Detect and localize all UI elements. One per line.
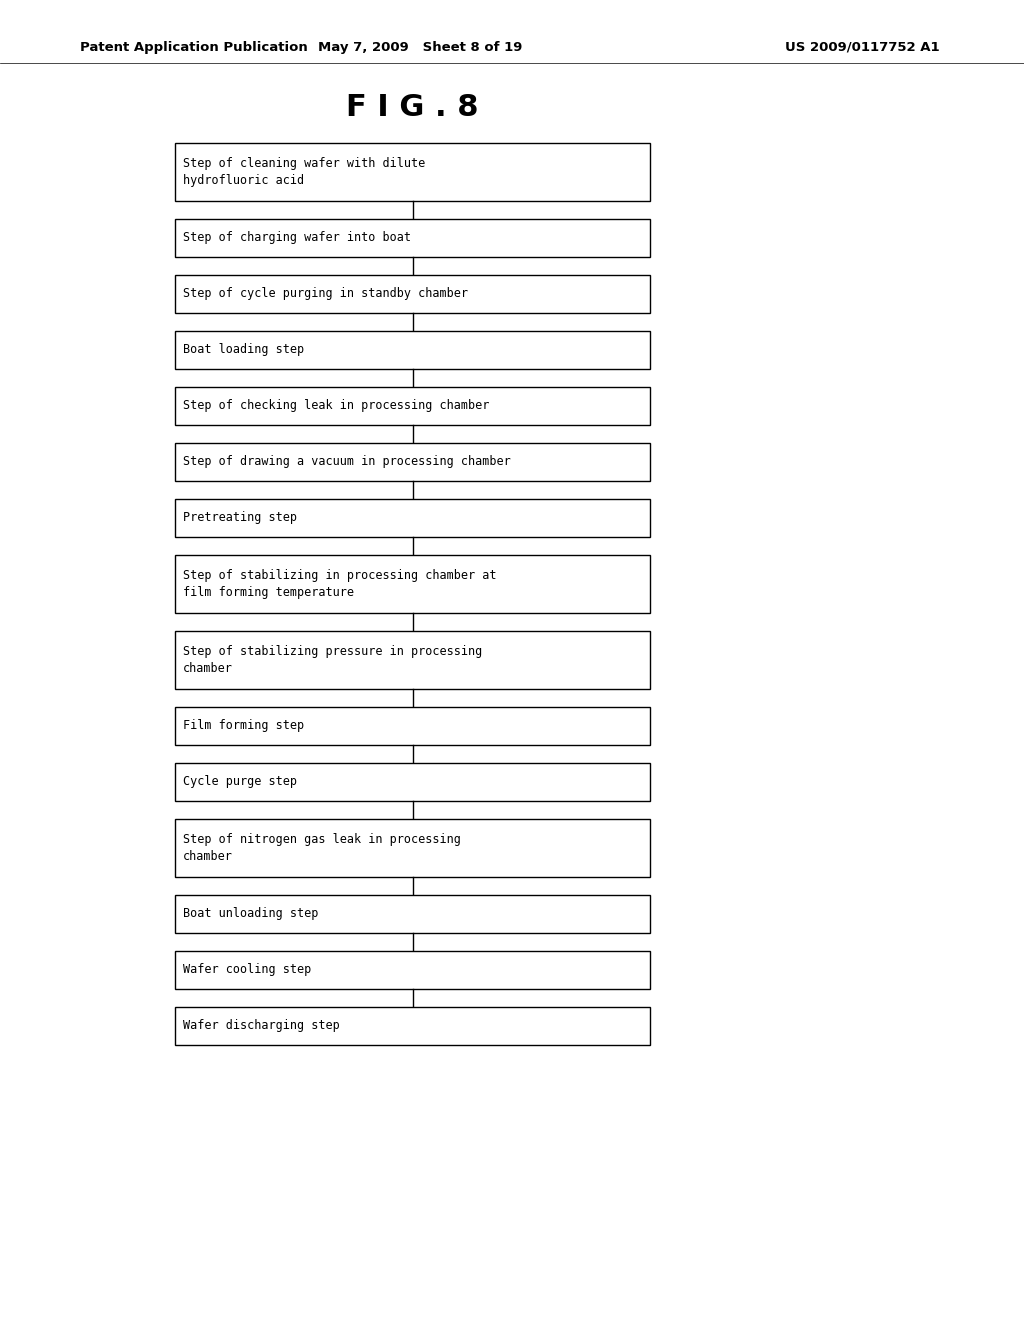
- Bar: [175, 763, 650, 801]
- Text: Boat loading step: Boat loading step: [183, 343, 304, 356]
- Text: Step of nitrogen gas leak in processing
chamber: Step of nitrogen gas leak in processing …: [183, 833, 461, 863]
- Text: Step of stabilizing pressure in processing
chamber: Step of stabilizing pressure in processi…: [183, 645, 482, 675]
- Text: Wafer cooling step: Wafer cooling step: [183, 964, 311, 977]
- Bar: [175, 143, 650, 201]
- Bar: [175, 708, 650, 744]
- Text: May 7, 2009   Sheet 8 of 19: May 7, 2009 Sheet 8 of 19: [317, 41, 522, 54]
- Text: Step of cycle purging in standby chamber: Step of cycle purging in standby chamber: [183, 288, 468, 301]
- Text: Film forming step: Film forming step: [183, 719, 304, 733]
- Text: Boat unloading step: Boat unloading step: [183, 908, 318, 920]
- Text: Cycle purge step: Cycle purge step: [183, 776, 297, 788]
- Text: Wafer discharging step: Wafer discharging step: [183, 1019, 340, 1032]
- Text: F I G . 8: F I G . 8: [346, 94, 478, 123]
- Text: Step of drawing a vacuum in processing chamber: Step of drawing a vacuum in processing c…: [183, 455, 511, 469]
- Bar: [175, 895, 650, 933]
- Text: Patent Application Publication: Patent Application Publication: [80, 41, 308, 54]
- Text: Step of cleaning wafer with dilute
hydrofluoric acid: Step of cleaning wafer with dilute hydro…: [183, 157, 425, 187]
- Bar: [175, 444, 650, 480]
- Bar: [175, 219, 650, 257]
- Bar: [175, 950, 650, 989]
- Text: Pretreating step: Pretreating step: [183, 511, 297, 524]
- Bar: [175, 499, 650, 537]
- Bar: [175, 275, 650, 313]
- Bar: [175, 631, 650, 689]
- Bar: [175, 331, 650, 370]
- Text: Step of charging wafer into boat: Step of charging wafer into boat: [183, 231, 411, 244]
- Text: Step of stabilizing in processing chamber at
film forming temperature: Step of stabilizing in processing chambe…: [183, 569, 497, 599]
- Bar: [175, 818, 650, 876]
- Text: Step of checking leak in processing chamber: Step of checking leak in processing cham…: [183, 400, 489, 412]
- Bar: [175, 1007, 650, 1045]
- Text: US 2009/0117752 A1: US 2009/0117752 A1: [785, 41, 940, 54]
- Bar: [175, 554, 650, 612]
- Bar: [175, 387, 650, 425]
